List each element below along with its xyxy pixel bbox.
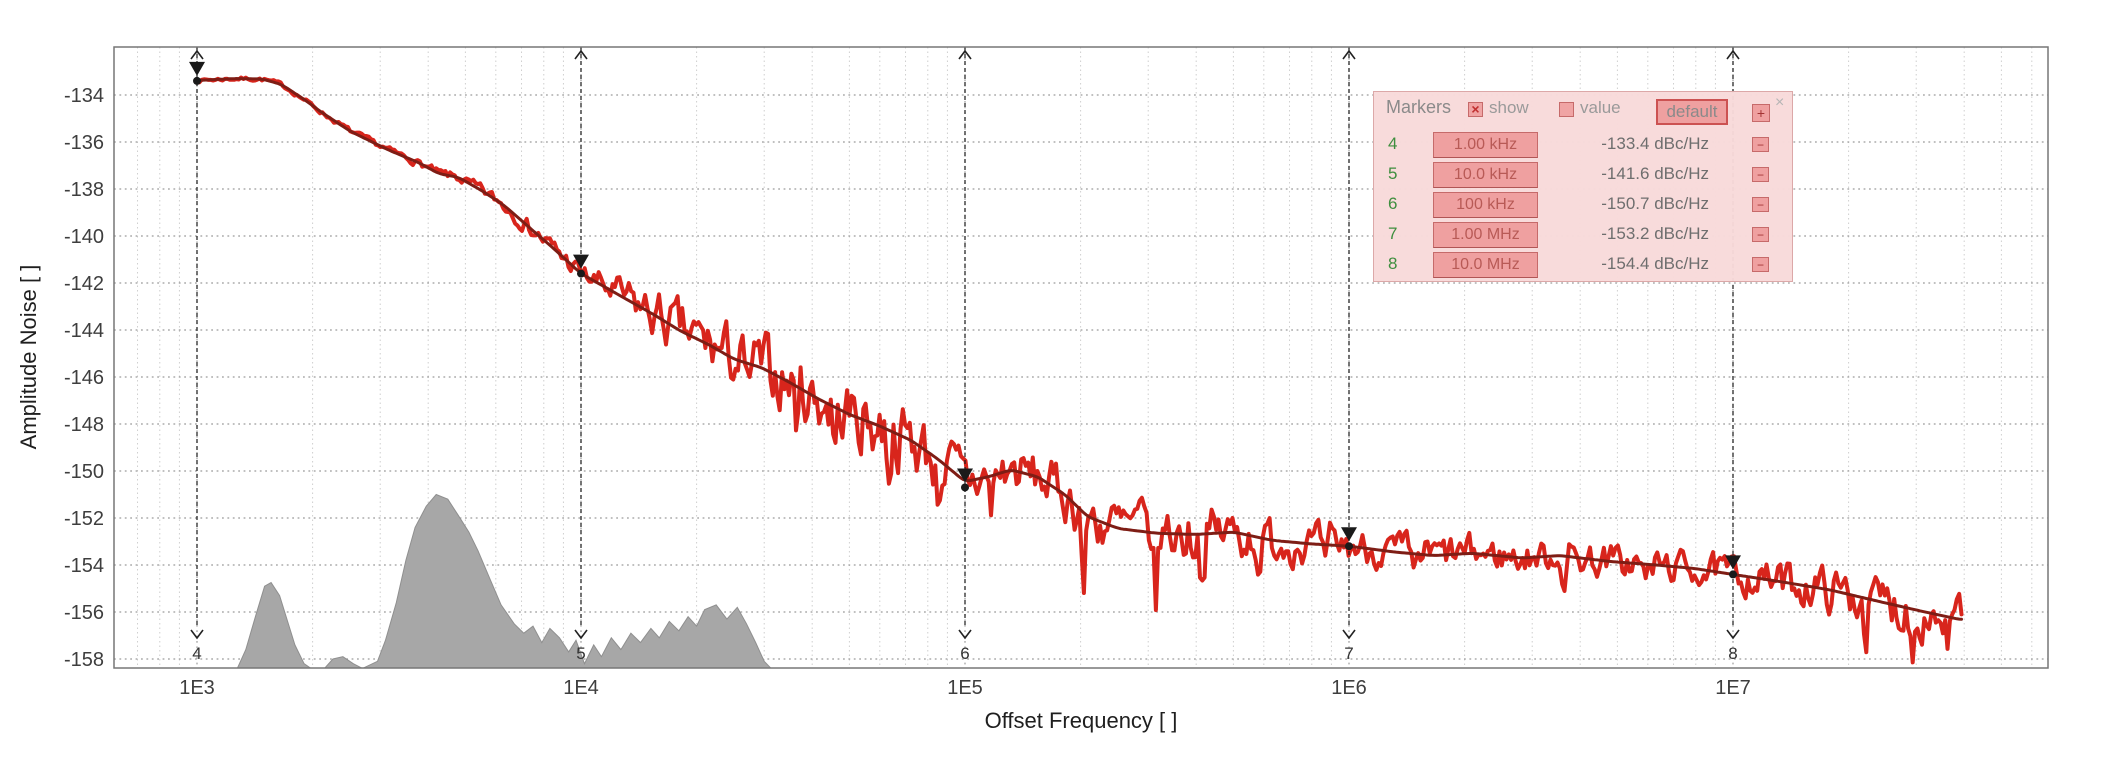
y-tick-label: -140 [64,226,104,248]
show-checkbox-label: show [1489,98,1529,117]
marker-number-label: 8 [1728,644,1737,663]
add-marker-button[interactable]: + [1752,104,1770,122]
marker-row-number: 6 [1388,194,1398,213]
y-tick-label: -152 [64,508,104,530]
marker-frequency-button[interactable]: 100 kHz [1433,192,1538,218]
marker-top-arrow-icon [1342,49,1356,60]
marker-5-handle[interactable]: 5 [573,47,589,663]
marker-row-number: 4 [1388,134,1398,153]
markers-panel-title: Markers [1386,97,1452,117]
marker-8-handle[interactable]: 8 [1725,47,1741,663]
spur-density-area [236,493,772,668]
marker-row: 7 1.00 MHz -153.2 dBc/Hz − [1374,220,1792,250]
x-axis-title: Offset Frequency [ ] [985,708,1178,733]
y-axis-title: Amplitude Noise [ ] [16,265,41,450]
marker-number-label: 5 [576,644,585,663]
marker-top-arrow-icon [1726,49,1740,60]
marker-point [193,76,201,85]
marker-point [577,269,585,278]
marker-value-readout: -154.4 dBc/Hz [1601,254,1709,273]
y-tick-label: -150 [64,461,104,483]
marker-bottom-arrow-icon [190,629,204,640]
marker-7-handle[interactable]: 7 [1341,47,1357,663]
marker-point [961,483,969,492]
marker-triangle-icon[interactable] [1725,555,1741,570]
marker-triangle-icon[interactable] [957,468,973,483]
show-markers-checkbox[interactable]: × [1468,102,1483,117]
marker-bottom-arrow-icon [958,629,972,640]
axes: 1E3 1E4 1E5 1E6 1E7 -134 -136 -138 -140 -142 -144 -… [64,46,2049,699]
marker-row-number: 5 [1388,164,1398,183]
x-tick-label: 1E3 [179,677,215,699]
marker-frequency-button[interactable]: 10.0 MHz [1433,252,1538,278]
value-markers-checkbox[interactable] [1559,102,1574,117]
marker-triangle-icon[interactable] [189,61,205,76]
y-tick-label: -142 [64,273,104,295]
remove-marker-button[interactable]: − [1752,227,1769,242]
remove-marker-button[interactable]: − [1752,197,1769,212]
x-tick-label: 1E5 [947,677,983,699]
checkbox-x-icon: × [1471,101,1480,117]
marker-point [1345,542,1353,551]
marker-row-number: 7 [1388,224,1398,243]
y-tick-label: -154 [64,555,104,577]
marker-layer: 4 5 6 7 8 [189,47,1741,663]
marker-triangle-icon[interactable] [1341,527,1357,542]
marker-bottom-arrow-icon [1726,629,1740,640]
remove-marker-button[interactable]: − [1752,257,1769,272]
marker-frequency-button[interactable]: 10.0 kHz [1433,162,1538,188]
remove-marker-button[interactable]: − [1752,137,1769,152]
default-button[interactable]: default [1656,99,1728,125]
markers-panel: Markers × show value default + × 4 1.00 k… [1373,91,1793,282]
marker-value-readout: -133.4 dBc/Hz [1601,134,1709,153]
marker-rows: 4 1.00 kHz -133.4 dBc/Hz − 5 10.0 kHz -141.6 d… [1374,130,1792,280]
y-tick-label: -146 [64,367,104,389]
value-checkbox-label: value [1580,98,1621,117]
marker-frequency-button[interactable]: 1.00 MHz [1433,222,1538,248]
marker-4-handle[interactable]: 4 [189,47,205,663]
marker-row: 5 10.0 kHz -141.6 dBc/Hz − [1374,160,1792,190]
marker-6-handle[interactable]: 6 [957,47,973,663]
marker-point [1729,570,1737,579]
x-tick-label: 1E4 [563,677,599,699]
marker-value-readout: -150.7 dBc/Hz [1601,194,1709,213]
y-tick-label: -148 [64,414,104,436]
y-tick-label: -138 [64,179,104,201]
marker-value-readout: -153.2 dBc/Hz [1601,224,1709,243]
marker-bottom-arrow-icon [1342,629,1356,640]
remove-marker-button[interactable]: − [1752,167,1769,182]
marker-number-label: 4 [192,644,201,663]
marker-top-arrow-icon [190,49,204,60]
marker-row: 4 1.00 kHz -133.4 dBc/Hz − [1374,130,1792,160]
plot-border [113,46,2049,669]
y-tick-label: -156 [64,602,104,624]
marker-frequency-button[interactable]: 1.00 kHz [1433,132,1538,158]
marker-number-label: 6 [960,644,969,663]
marker-top-arrow-icon [574,49,588,60]
y-tick-label: -134 [64,85,104,107]
close-icon[interactable]: × [1775,94,1785,111]
y-tick-label: -158 [64,649,104,671]
marker-number-label: 7 [1344,644,1353,663]
marker-bottom-arrow-icon [574,629,588,640]
x-tick-label: 1E6 [1331,677,1367,699]
marker-value-readout: -141.6 dBc/Hz [1601,164,1709,183]
x-tick-label: 1E7 [1715,677,1751,699]
data-layers [195,75,1964,668]
y-tick-label: -136 [64,132,104,154]
average-noise-trace [195,77,1963,621]
marker-row: 8 10.0 MHz -154.4 dBc/Hz − [1374,250,1792,280]
marker-row-number: 8 [1388,254,1398,273]
y-tick-label: -144 [64,320,104,342]
marker-row: 6 100 kHz -150.7 dBc/Hz − [1374,190,1792,220]
marker-top-arrow-icon [958,49,972,60]
marker-triangle-icon[interactable] [573,254,589,269]
